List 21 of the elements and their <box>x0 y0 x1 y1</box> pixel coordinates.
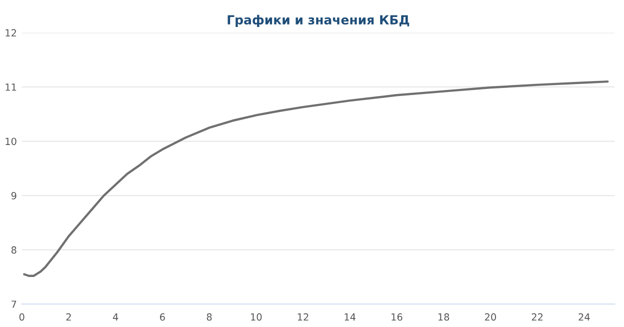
x-tick-label: 12 <box>298 313 308 321</box>
y-tick-label: 9 <box>11 192 16 200</box>
y-tick-label: 10 <box>6 138 16 146</box>
y-tick-label: 8 <box>11 246 16 254</box>
y-tick-label: 7 <box>12 300 16 308</box>
y-tick-label: 12 <box>6 29 16 36</box>
line-series <box>23 80 609 277</box>
x-tick-label: 4 <box>112 313 118 321</box>
x-tick-label: 18 <box>438 313 450 321</box>
x-tick-label: 2 <box>66 313 71 321</box>
chart-title: Графики и значения КБД <box>228 14 410 27</box>
x-tick-label: 16 <box>392 313 402 321</box>
y-tick-label: 11 <box>6 84 16 91</box>
x-tick-label: 10 <box>251 313 262 321</box>
x-tick-label: 6 <box>160 313 165 321</box>
x-tick-label: 8 <box>206 313 212 321</box>
x-tick-label: 24 <box>578 313 590 321</box>
x-tick-label: 0 <box>19 313 24 321</box>
x-tick-label: 20 <box>484 313 496 321</box>
x-tick-label: 14 <box>344 313 356 321</box>
x-tick-label: 22 <box>532 313 543 321</box>
